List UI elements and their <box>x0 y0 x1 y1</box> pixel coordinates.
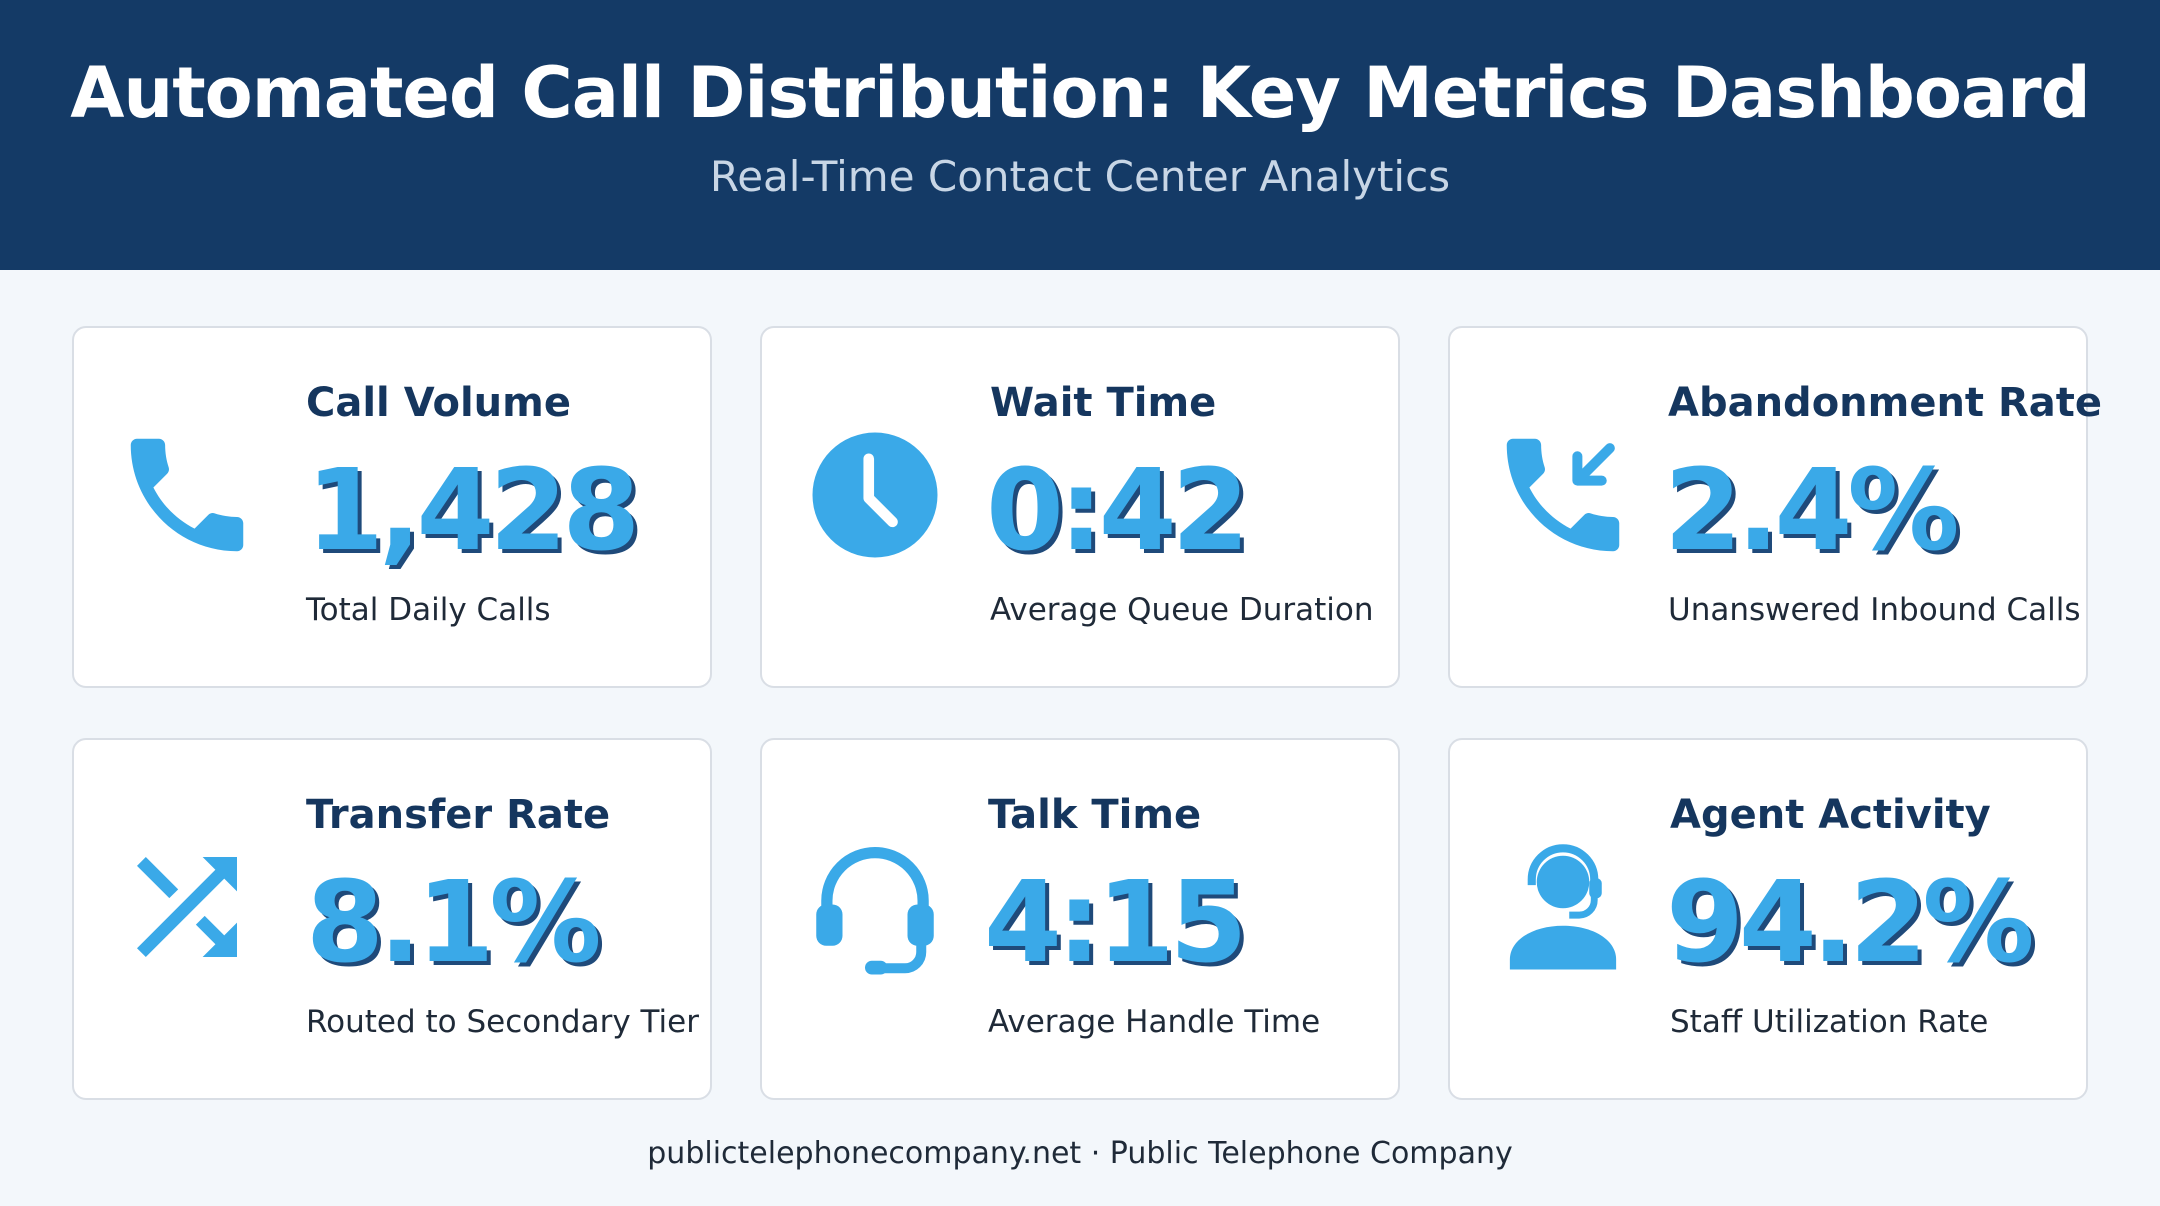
metric-value: 1,428 <box>306 446 640 576</box>
metric-title: Wait Time <box>990 380 1217 426</box>
metric-description: Staff Utilization Rate <box>1670 1004 1989 1040</box>
header-banner: Automated Call Distribution: Key Metrics… <box>0 0 2160 270</box>
metric-value: 8.1% <box>306 858 602 988</box>
metric-value: 0:42 <box>986 446 1250 576</box>
metric-card-wait-time: Wait Time 0:42 Average Queue Duration <box>760 326 1400 688</box>
metric-description: Total Daily Calls <box>306 592 551 628</box>
metric-card-call-volume: Call Volume 1,428 Total Daily Calls <box>72 326 712 688</box>
metric-card-talk-time: Talk Time 4:15 Average Handle Time <box>760 738 1400 1100</box>
agent-icon <box>1488 832 1638 982</box>
metric-description: Unanswered Inbound Calls <box>1668 592 2081 628</box>
metric-card-transfer-rate: Transfer Rate 8.1% Routed to Secondary T… <box>72 738 712 1100</box>
clock-icon <box>800 420 950 570</box>
metric-value: 2.4% <box>1664 446 1960 576</box>
metric-title: Call Volume <box>306 380 571 426</box>
phone-icon <box>112 420 262 570</box>
metric-title: Talk Time <box>988 792 1202 838</box>
metric-description: Average Queue Duration <box>990 592 1374 628</box>
missed-call-icon <box>1488 420 1638 570</box>
metric-title: Transfer Rate <box>306 792 611 838</box>
headset-icon <box>800 832 950 982</box>
metric-description: Routed to Secondary Tier <box>306 1004 699 1040</box>
metric-value: 4:15 <box>984 858 1248 988</box>
metric-value: 94.2% <box>1666 858 2035 988</box>
metric-title: Agent Activity <box>1670 792 1991 838</box>
metric-card-abandonment-rate: Abandonment Rate 2.4% Unanswered Inbound… <box>1448 326 2102 688</box>
metric-description: Average Handle Time <box>988 1004 1321 1040</box>
shuffle-icon <box>112 832 262 982</box>
page-title: Automated Call Distribution: Key Metrics… <box>70 52 2091 134</box>
metric-title: Abandonment Rate <box>1668 380 2103 426</box>
metric-card-agent-activity: Agent Activity 94.2% Staff Utilization R… <box>1448 738 2088 1100</box>
page-subtitle: Real-Time Contact Center Analytics <box>709 152 1451 201</box>
footer-credit: publictelephonecompany.net · Public Tele… <box>647 1136 1513 1171</box>
